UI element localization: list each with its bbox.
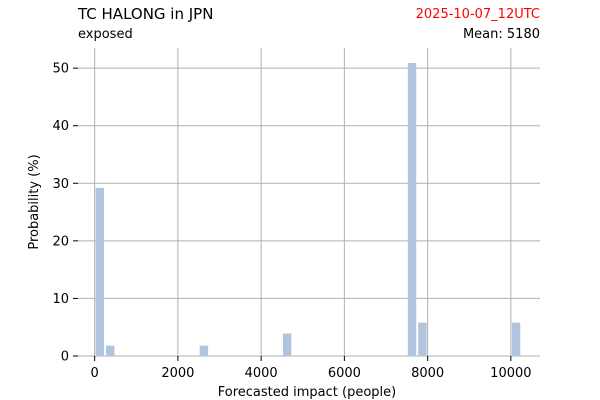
histogram-bar [106,345,115,356]
x-axis-label: Forecasted impact (people) [218,385,396,400]
forecast-date: 2025-10-07_12UTC [415,7,540,22]
x-tick-label: 10000 [490,366,531,381]
y-tick-label: 0 [61,350,69,365]
histogram-bar [511,322,521,356]
bars [95,62,521,356]
y-tick-label: 40 [52,119,69,134]
chart-subtitle: exposed [78,27,133,42]
tick-labels: 0 10 20 30 40 50 0 2000 4000 6000 8000 10000 [52,62,531,381]
y-tick-label: 10 [52,292,69,307]
x-tick-label: 2000 [161,366,194,381]
histogram-bar [418,322,427,356]
y-axis-label: Probability (%) [27,154,42,249]
grid-lines [78,48,540,357]
y-tick-label: 50 [52,62,69,77]
y-tick-label: 30 [52,177,69,192]
x-tick-label: 8000 [411,366,444,381]
x-tick-label: 4000 [245,366,278,381]
x-tick-label: 0 [91,366,99,381]
histogram-bar [282,333,292,356]
mean-value: Mean: 5180 [462,27,540,42]
histogram-bar [95,187,105,356]
histogram-bar [199,345,209,356]
histogram-bar [407,62,417,356]
x-tick-label: 6000 [328,366,361,381]
y-tick-label: 20 [52,234,69,249]
chart-title: TC HALONG in JPN [78,5,214,23]
